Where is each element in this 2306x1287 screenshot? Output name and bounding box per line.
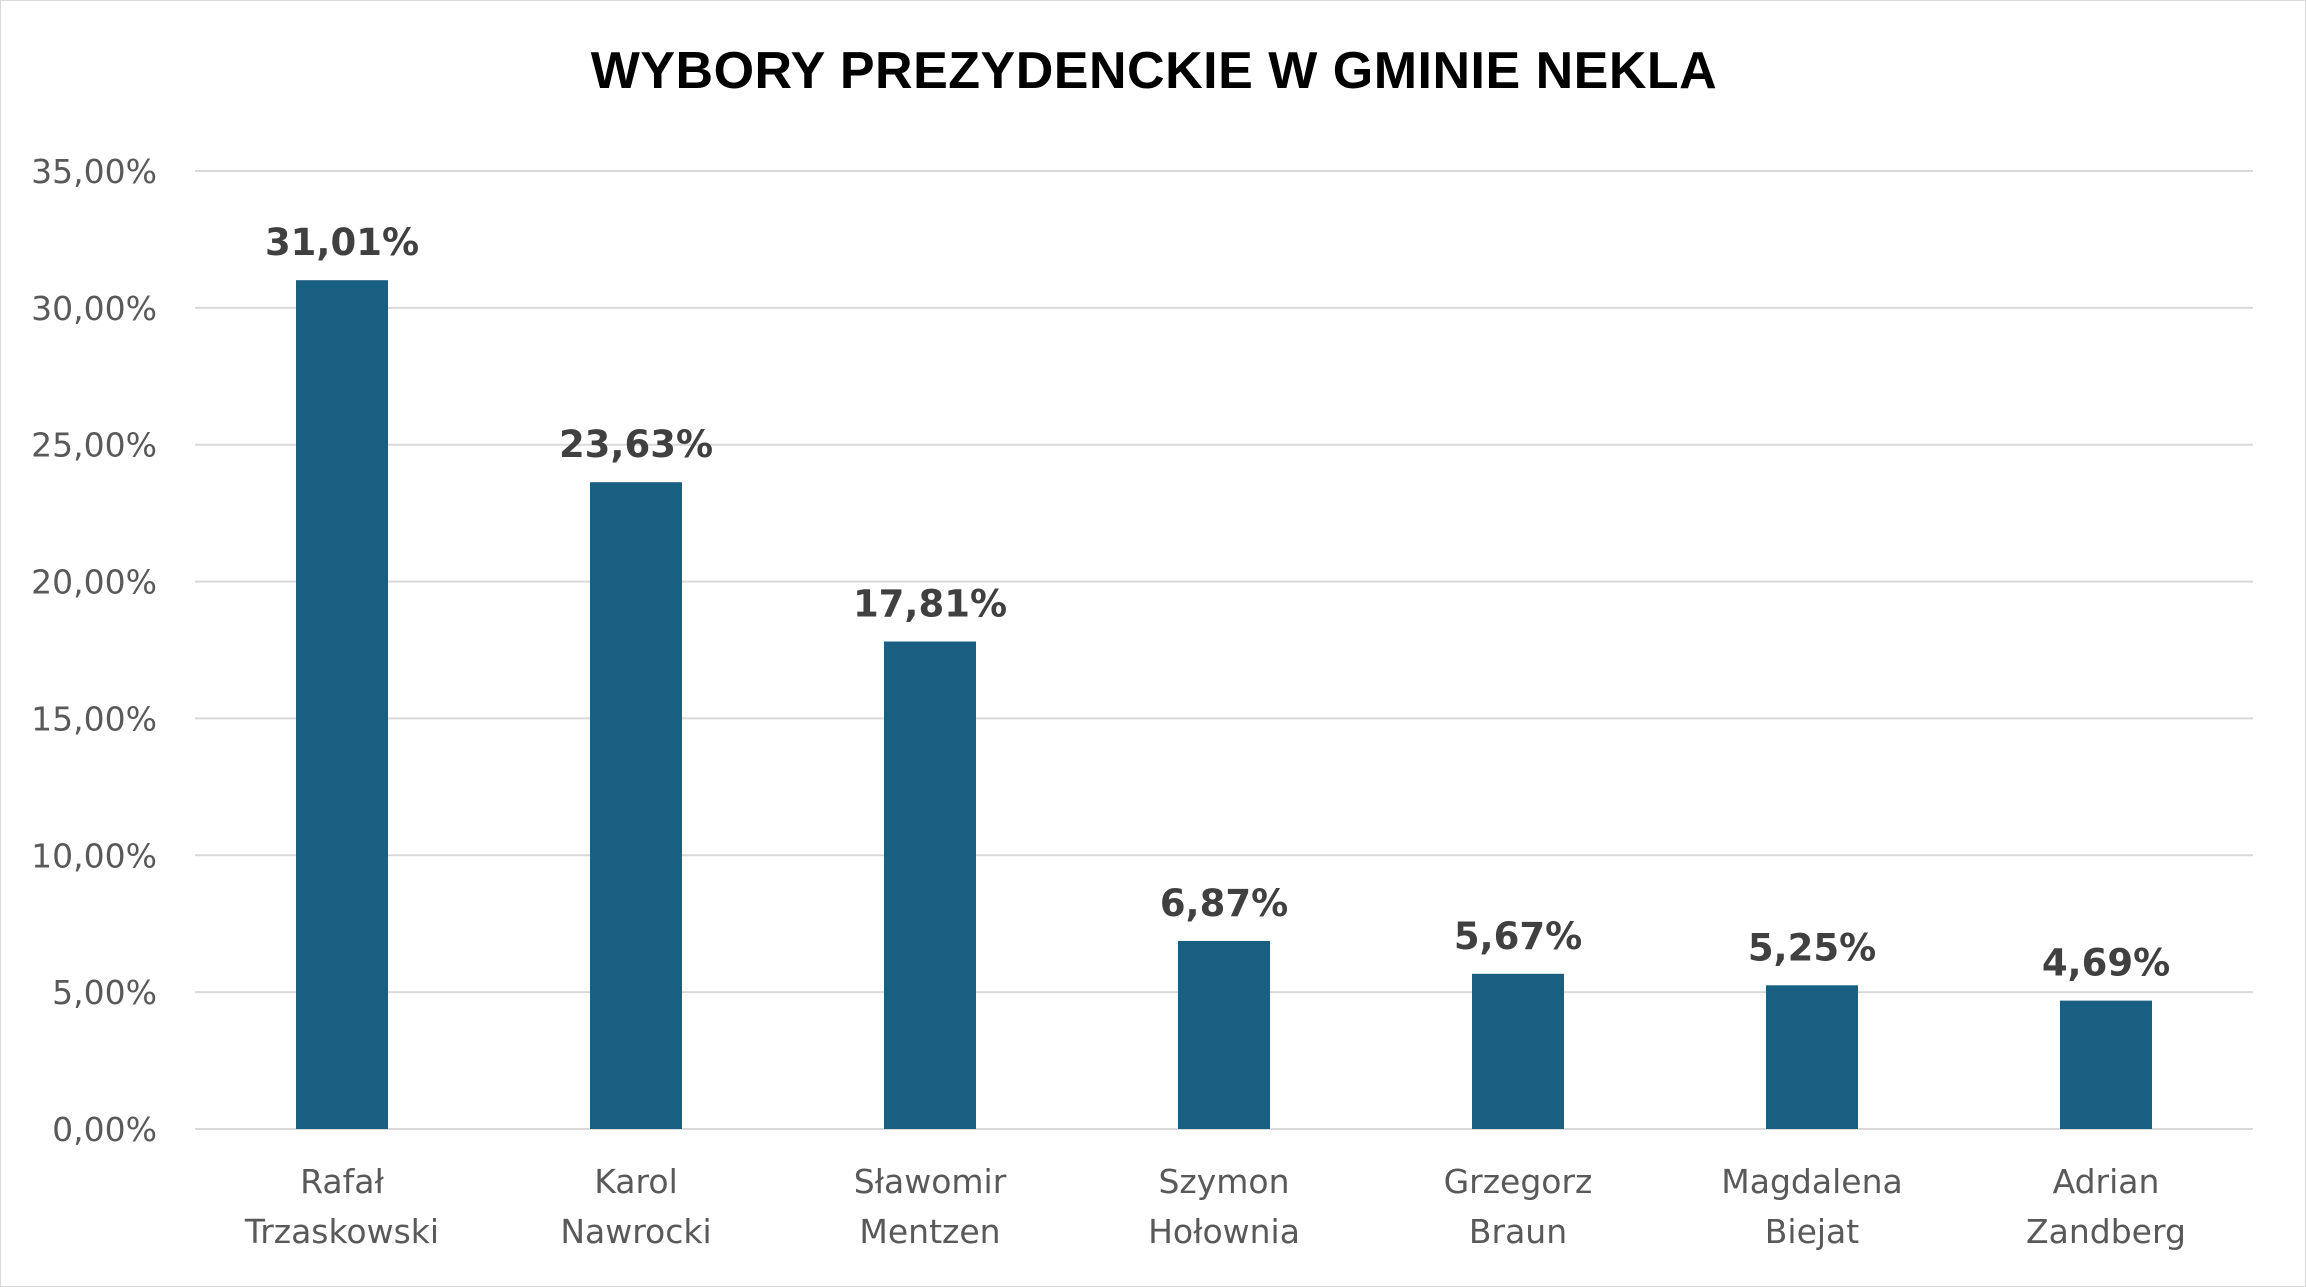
bar — [2060, 1000, 2152, 1129]
x-category-label: Magdalena Biejat — [1721, 1162, 1902, 1251]
x-category-label: Sławomir Mentzen — [854, 1162, 1007, 1251]
y-tick-label: 30,00% — [31, 289, 157, 328]
data-labels: 31,01% 23,63% 17,81% 6,87% 5,67% 5,25% 4,69% — [265, 221, 2170, 984]
data-label: 5,25% — [1748, 926, 1876, 969]
x-category-label: Szymon Hołownia — [1148, 1162, 1300, 1251]
data-label: 4,69% — [2042, 942, 2170, 985]
data-label: 31,01% — [265, 221, 419, 264]
x-category-label: Adrian Zandberg — [2026, 1162, 2186, 1251]
y-tick-label: 20,00% — [31, 563, 157, 602]
y-tick-label: 25,00% — [31, 426, 157, 465]
x-category-label: Karol Nawrocki — [560, 1162, 711, 1251]
x-axis-categories: Rafał Trzaskowski Karol Nawrocki Sławomir Men… — [244, 1162, 2186, 1251]
y-tick-label: 5,00% — [52, 973, 157, 1012]
y-axis-ticks: 0,00% 5,00% 10,00% 15,00% 20,00% 25,00% 30,00%… — [31, 152, 157, 1149]
bar — [590, 482, 682, 1129]
x-category-label: Rafał Trzaskowski — [244, 1162, 439, 1251]
data-label: 5,67% — [1454, 915, 1582, 958]
data-label: 17,81% — [853, 583, 1007, 626]
y-tick-label: 0,00% — [52, 1110, 157, 1149]
y-tick-label: 10,00% — [31, 836, 157, 875]
bar — [296, 280, 388, 1129]
chart-title: WYBORY PREZYDENCKIE W GMINIE NEKLA — [590, 42, 1718, 100]
y-tick-label: 35,00% — [31, 152, 157, 191]
bar — [1472, 973, 1564, 1129]
x-category-label: Grzegorz Braun — [1444, 1162, 1593, 1251]
bar — [1766, 985, 1858, 1129]
data-label: 23,63% — [559, 423, 713, 466]
bar — [1178, 940, 1270, 1129]
y-tick-label: 15,00% — [31, 699, 157, 738]
bars — [296, 280, 2152, 1129]
bar — [884, 641, 976, 1129]
data-label: 6,87% — [1160, 882, 1288, 925]
